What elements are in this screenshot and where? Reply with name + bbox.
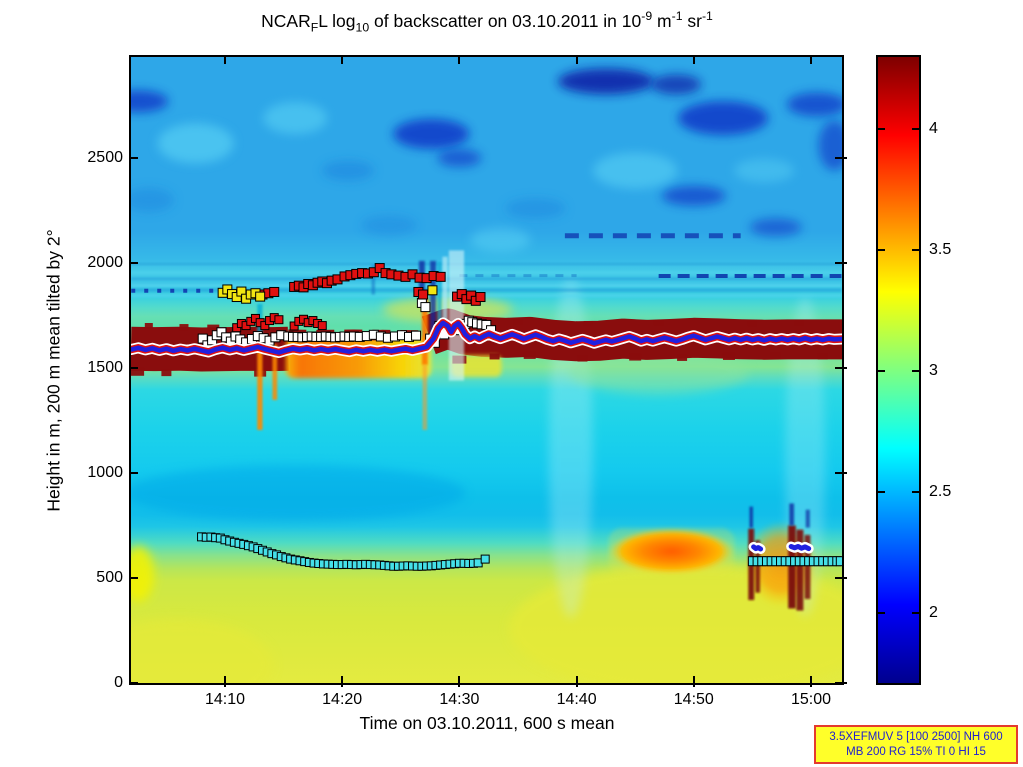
x-tick-mark: [575, 676, 578, 683]
colorbar-tick-label: 2.5: [929, 482, 952, 500]
y-tick-mark: [131, 367, 138, 369]
colorbar-tick-label: 3: [929, 362, 938, 379]
x-tick-label: 14:10: [204, 691, 246, 708]
x-tick-label: 14:50: [673, 691, 714, 708]
y-tick-mark: [835, 157, 842, 159]
x-tick-mark: [341, 683, 344, 687]
y-tick-label: 500: [96, 569, 123, 586]
x-tick-mark: [692, 57, 695, 64]
x-tick-mark: [810, 676, 812, 683]
y-tick-mark: [131, 472, 138, 474]
x-tick-mark: [810, 683, 812, 687]
y-tick-mark: [835, 682, 842, 684]
x-tick-mark: [458, 683, 461, 687]
x-tick-mark: [224, 683, 226, 687]
colorbar-tick-mark: [912, 249, 919, 252]
y-tick-label: 1000: [87, 464, 123, 481]
annotation-line-2: MB 200 RG 15% TI 0 HI 15: [846, 746, 986, 758]
colorbar-tick-mark: [912, 490, 919, 493]
annotation-line-1: 3.5XEFMUV 5 [100 2500] NH 600: [829, 731, 1003, 743]
x-axis-label: Time on 03.10.2011, 600 s mean: [359, 713, 615, 733]
x-tick-mark: [692, 676, 695, 683]
colorbar-tick-mark: [912, 611, 919, 614]
y-tick-mark: [842, 472, 847, 474]
y-tick-label: 2000: [87, 254, 123, 271]
plot-area: [129, 55, 844, 685]
y-tick-mark: [842, 577, 847, 579]
y-tick-mark: [835, 472, 842, 474]
x-tick-label: 14:40: [556, 691, 597, 708]
x-tick-mark: [692, 683, 695, 687]
colorbar-tick-mark: [912, 128, 919, 131]
y-tick-mark: [835, 367, 842, 369]
x-tick-mark: [224, 57, 226, 64]
chart-title: NCARFL log10 of backscatter on 03.10.201…: [261, 9, 713, 35]
y-tick-mark: [131, 262, 138, 264]
colorbar-tick-mark: [878, 611, 885, 614]
y-tick-label: 2500: [87, 149, 123, 166]
x-tick-mark: [341, 676, 344, 683]
x-tick-mark: [575, 57, 578, 64]
x-tick-mark: [458, 57, 461, 64]
x-tick-mark: [224, 676, 226, 683]
x-tick-label: 14:30: [439, 691, 480, 708]
colorbar-tick-mark: [878, 128, 885, 131]
y-tick-mark: [842, 367, 847, 369]
heatmap-canvas: [131, 57, 842, 683]
colorbar-tick-mark: [878, 249, 885, 252]
y-axis-label: Height in m, 200 m mean tilted by 2°: [43, 229, 64, 512]
colorbar-tick-label: 3.5: [929, 241, 952, 259]
colorbar-tick-mark: [878, 490, 885, 493]
x-tick-mark: [575, 683, 578, 687]
settings-annotation-box: 3.5XEFMUV 5 [100 2500] NH 600 MB 200 RG …: [814, 725, 1018, 764]
colorbar-tick-label: 4: [929, 120, 938, 138]
y-tick-mark: [835, 577, 842, 579]
colorbar-tick-mark: [912, 370, 919, 372]
y-tick-mark: [131, 577, 138, 579]
colorbar-tick-label: 2: [929, 603, 938, 621]
x-tick-mark: [458, 676, 461, 683]
y-tick-mark: [842, 682, 847, 684]
x-tick-label: 15:00: [790, 691, 832, 708]
y-tick-mark: [842, 262, 847, 264]
y-tick-mark: [835, 262, 842, 264]
y-tick-label: 0: [114, 674, 123, 691]
x-tick-mark: [341, 57, 344, 64]
x-tick-mark: [810, 57, 812, 64]
y-tick-label: 1500: [87, 359, 123, 376]
y-tick-mark: [842, 157, 847, 159]
y-tick-mark: [131, 157, 138, 159]
y-tick-mark: [131, 682, 138, 684]
colorbar-tick-mark: [878, 370, 885, 372]
x-tick-label: 14:20: [322, 691, 363, 708]
